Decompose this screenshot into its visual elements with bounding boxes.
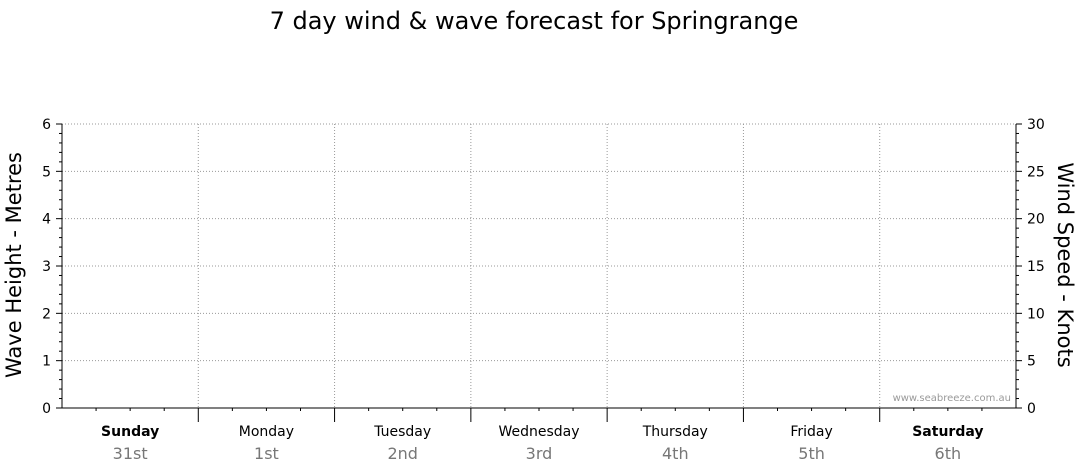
day-name-label: Tuesday — [373, 424, 431, 440]
left-tick-label: 5 — [42, 164, 51, 180]
right-tick-label: 30 — [1027, 117, 1045, 133]
day-name-label: Friday — [790, 424, 832, 440]
right-axis-label: Wind Speed - Knots — [1053, 162, 1077, 367]
right-tick-label: 10 — [1027, 306, 1045, 322]
left-tick-label: 0 — [42, 401, 51, 417]
x-ticks — [95, 408, 983, 422]
day-date-label: 31st — [113, 444, 148, 463]
day-date-label: 6th — [935, 444, 962, 463]
day-date-label: 1st — [254, 444, 279, 463]
day-date-label: 3rd — [526, 444, 553, 463]
left-axis-label: Wave Height - Metres — [2, 152, 26, 378]
day-date-label: 4th — [662, 444, 689, 463]
left-tick-label: 2 — [42, 306, 51, 322]
right-tick-label: 0 — [1027, 401, 1036, 417]
day-labels: Sunday 31st Monday 1st Tuesday 2nd Wednesday 3r… — [101, 424, 983, 463]
chart-title: 7 day wind & wave forecast for Springran… — [270, 7, 799, 35]
left-y-ticks: 0 1 2 3 4 5 6 — [42, 117, 62, 417]
left-tick-label: 3 — [42, 259, 51, 275]
day-date-label: 2nd — [387, 444, 417, 463]
right-tick-label: 5 — [1027, 354, 1036, 370]
day-date-label: 5th — [798, 444, 825, 463]
day-name-label: Monday — [239, 424, 294, 440]
day-name-label: Thursday — [642, 424, 708, 440]
left-tick-label: 1 — [42, 354, 51, 370]
right-y-ticks: 0 5 10 15 20 25 30 — [1016, 117, 1045, 417]
right-tick-label: 15 — [1027, 259, 1045, 275]
right-tick-label: 20 — [1027, 212, 1045, 228]
day-name-label: Sunday — [101, 424, 159, 440]
left-tick-label: 4 — [42, 212, 51, 228]
left-tick-label: 6 — [42, 117, 51, 133]
day-name-label: Wednesday — [498, 424, 579, 440]
grid-lines — [62, 123, 1016, 408]
watermark: www.seabreeze.com.au — [893, 393, 1011, 404]
day-name-label: Saturday — [912, 424, 983, 440]
right-tick-label: 25 — [1027, 164, 1045, 180]
